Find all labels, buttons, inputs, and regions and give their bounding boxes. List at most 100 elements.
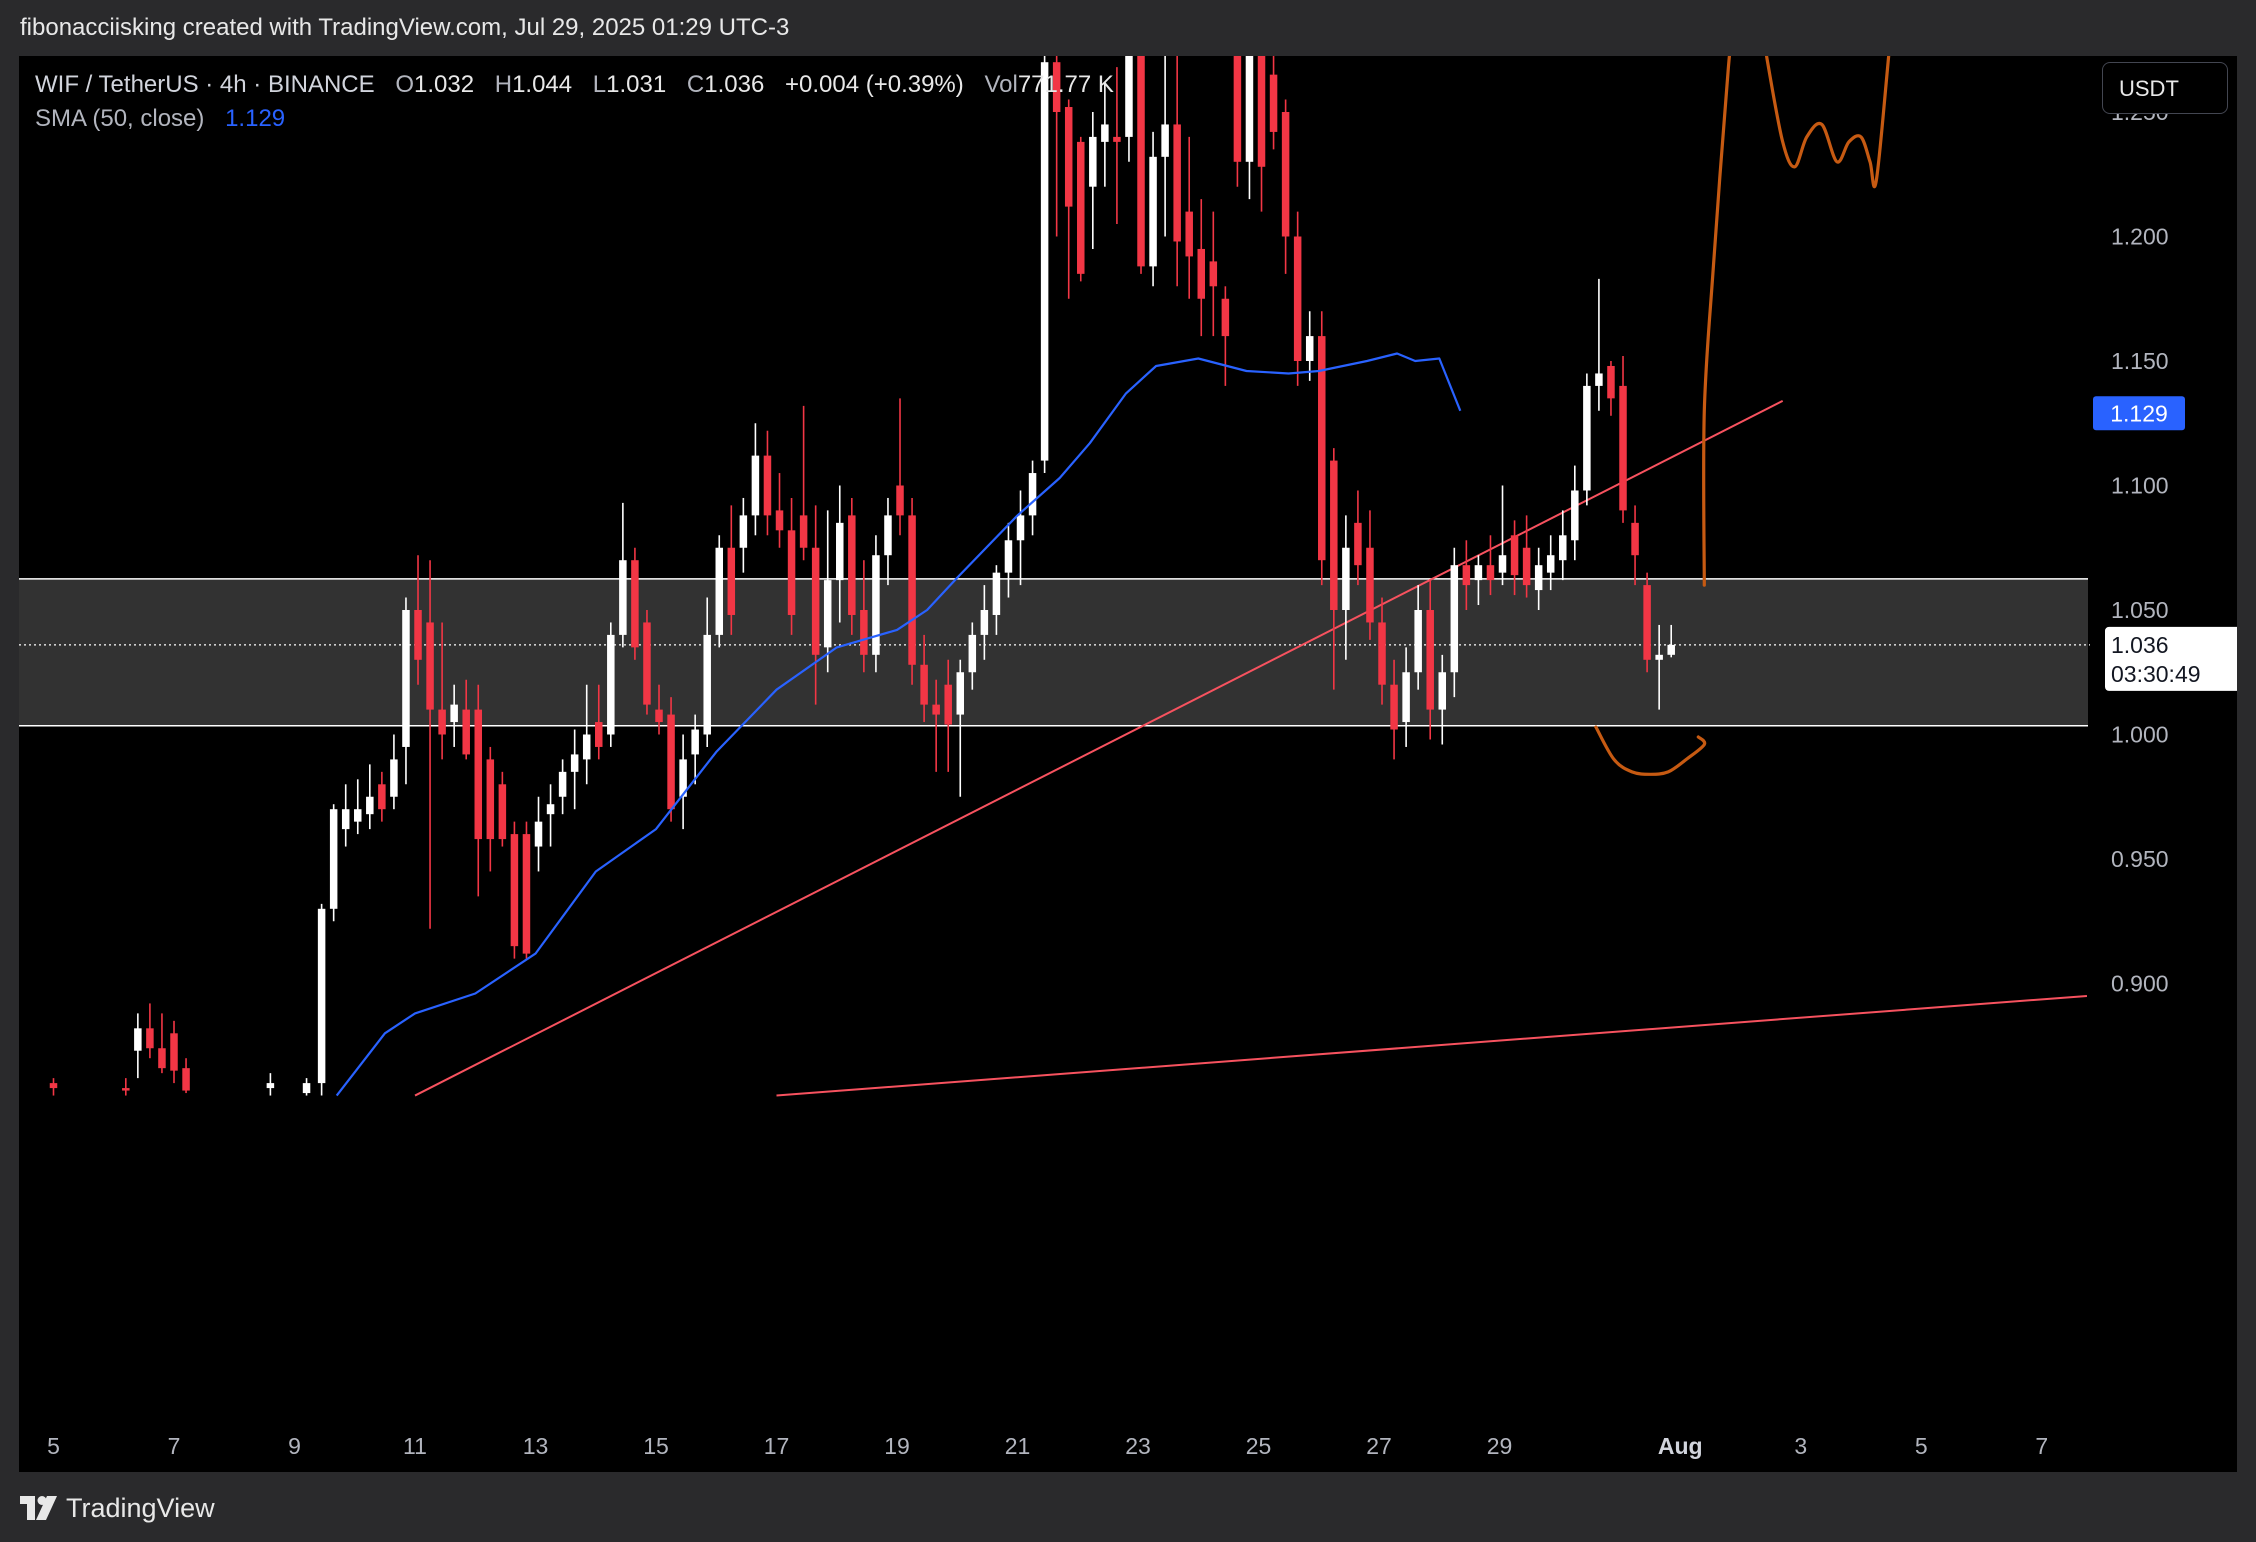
trendline-1[interactable]	[414, 399, 1784, 1097]
sma-price-label[interactable]	[2093, 396, 2185, 431]
x-tick-label: 25	[1246, 1433, 1272, 1459]
candle-body	[1534, 565, 1543, 591]
y-tick-label: 0.950	[2111, 846, 2169, 872]
candle	[1318, 311, 1326, 586]
symbol-label[interactable]: WIF / TetherUS · 4h · BINANCE	[35, 71, 375, 98]
candle	[619, 502, 627, 648]
projection-upper-path[interactable]	[1702, 56, 1922, 587]
candle-body	[1655, 654, 1663, 660]
x-tick-label: 15	[643, 1433, 669, 1459]
candle	[1366, 510, 1374, 640]
candle	[462, 679, 470, 760]
tradingview-brand-text: TradingView	[66, 1492, 215, 1523]
candle-body	[1209, 261, 1218, 287]
candle	[390, 734, 398, 810]
footer: TradingView	[0, 1472, 2256, 1542]
open-value: 1.032	[413, 71, 475, 98]
candle	[1438, 654, 1447, 745]
candle	[1173, 56, 1181, 287]
candle-body	[329, 809, 338, 909]
candle	[1257, 56, 1266, 212]
candle	[1619, 356, 1627, 523]
candle	[848, 497, 856, 635]
candle-body	[1607, 365, 1615, 399]
candle	[595, 684, 603, 760]
candle-body	[1619, 385, 1627, 511]
x-tick-label: 29	[1487, 1433, 1513, 1459]
candle	[534, 796, 543, 872]
attribution-header: fibonacciisking created with TradingView…	[0, 0, 2256, 56]
candle	[968, 622, 977, 690]
projection-lower-path[interactable]	[1594, 725, 1707, 776]
candle	[1064, 99, 1073, 299]
candle-body	[908, 515, 916, 665]
candle	[1522, 515, 1531, 598]
candle-body	[1137, 56, 1145, 267]
candle-body	[799, 515, 808, 548]
candle-body	[1330, 460, 1338, 610]
candle	[182, 1058, 190, 1094]
y-tick-label: 1.000	[2111, 722, 2169, 748]
candle-body	[896, 485, 904, 516]
candle	[1571, 465, 1579, 561]
candle	[1402, 647, 1410, 747]
candle	[510, 821, 519, 959]
last-price-text: 1.036	[2111, 632, 2169, 658]
candle-body	[1390, 684, 1398, 730]
chart-pane[interactable]: 1.3501.3001.2501.2001.1501.1001.0501.000…	[19, 56, 2237, 1472]
x-tick-label: 11	[403, 1433, 427, 1459]
candle-body	[1462, 565, 1471, 586]
chart-canvas[interactable]: 1.3501.3001.2501.2001.1501.1001.0501.000…	[19, 56, 2237, 1472]
candle-body	[619, 560, 627, 635]
candle-body	[158, 1048, 166, 1069]
support-zone[interactable]	[19, 578, 2088, 726]
candle	[643, 610, 651, 715]
tradingview-brand[interactable]: TradingView	[20, 1492, 215, 1524]
candle	[170, 1020, 178, 1084]
candle	[763, 430, 772, 536]
candle-body	[667, 714, 675, 810]
candle-body	[1402, 672, 1410, 723]
candle-body	[498, 784, 507, 840]
candle	[944, 659, 952, 772]
candle-body	[1486, 565, 1495, 581]
candle-body	[438, 709, 446, 735]
candle-body	[932, 704, 940, 715]
candle	[1101, 82, 1109, 187]
candle-body	[510, 834, 519, 947]
candle-body	[354, 809, 362, 822]
candle-body	[1052, 62, 1061, 112]
currency-button[interactable]: USDT	[2102, 62, 2228, 114]
candle-body	[534, 821, 543, 847]
candle	[1378, 597, 1386, 705]
candle-body	[1257, 56, 1266, 167]
last-price-label[interactable]	[2105, 626, 2237, 691]
candle-body	[1438, 672, 1447, 710]
candle-body	[1197, 248, 1206, 299]
candle	[302, 1078, 311, 1096]
candle	[1510, 520, 1519, 596]
candle	[823, 510, 832, 673]
candle	[582, 684, 591, 785]
sma-line[interactable]	[335, 352, 1462, 1097]
candle-body	[122, 1088, 130, 1091]
low-label: L	[592, 71, 607, 98]
candle-body	[655, 709, 663, 723]
candle	[920, 634, 928, 723]
y-tick-label: 1.050	[2111, 597, 2169, 623]
candle	[498, 771, 507, 847]
candle	[1595, 278, 1603, 411]
sma-price-text: 1.129	[2110, 400, 2168, 426]
candle-body	[1354, 522, 1362, 566]
candle-body	[1089, 136, 1097, 187]
candle	[354, 779, 362, 835]
high-value: 1.044	[512, 71, 573, 98]
volume-value: 771.77 K	[1017, 71, 1114, 98]
candle	[1414, 585, 1422, 690]
candle-body	[763, 455, 772, 516]
y-tick-label: 1.200	[2111, 224, 2169, 250]
candle	[1197, 199, 1206, 337]
trendline-2[interactable]	[776, 994, 2088, 1097]
candle	[1269, 56, 1278, 150]
sma-legend-row[interactable]: SMA (50, close) 1.129	[35, 102, 1114, 136]
